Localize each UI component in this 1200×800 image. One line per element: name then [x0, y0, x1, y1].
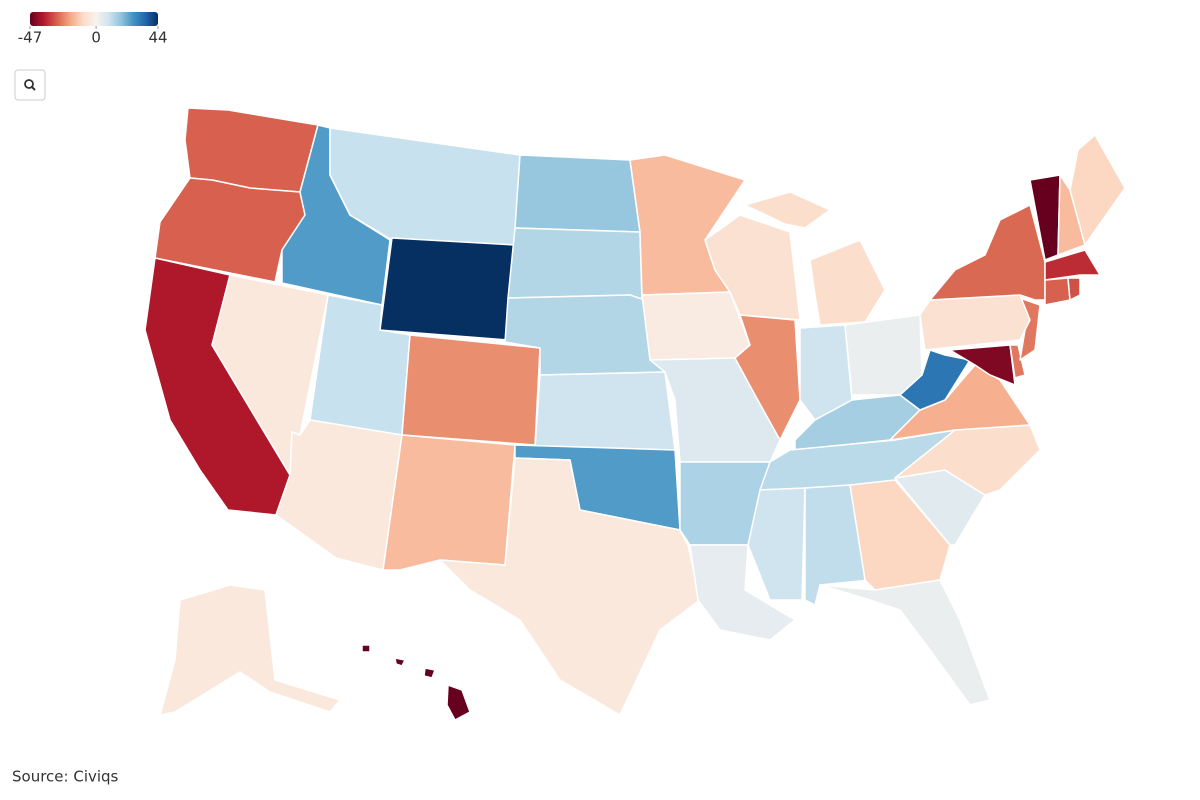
- state: [734, 314, 801, 441]
- state: [899, 349, 971, 411]
- state: [1044, 277, 1071, 306]
- state: [275, 419, 403, 571]
- state: [534, 371, 676, 451]
- state: [382, 434, 516, 571]
- colorbar-label: 0: [91, 29, 101, 47]
- source: Source: Civiqs: [12, 768, 119, 786]
- state: [919, 294, 1031, 351]
- state: [1067, 277, 1081, 301]
- state: [514, 154, 641, 233]
- state: [1044, 249, 1101, 281]
- search-button[interactable]: [14, 69, 46, 101]
- button-frame[interactable]: [14, 69, 46, 101]
- colorbar-label: -47: [18, 29, 43, 47]
- search-icon-handle[interactable]: [31, 86, 36, 91]
- state: [379, 237, 516, 341]
- state: [1009, 344, 1026, 379]
- state: [929, 204, 1046, 301]
- colorbar: [30, 12, 158, 26]
- state: [844, 314, 923, 396]
- state: [819, 579, 991, 706]
- state: [401, 334, 541, 446]
- state: [507, 227, 643, 301]
- state: [439, 457, 701, 716]
- state: [747, 487, 806, 601]
- state: [1069, 134, 1126, 246]
- state: [689, 544, 796, 641]
- search-icon[interactable]: [24, 79, 34, 89]
- colorbar-label: 44: [148, 29, 167, 47]
- state: [361, 644, 471, 721]
- state: [159, 584, 341, 716]
